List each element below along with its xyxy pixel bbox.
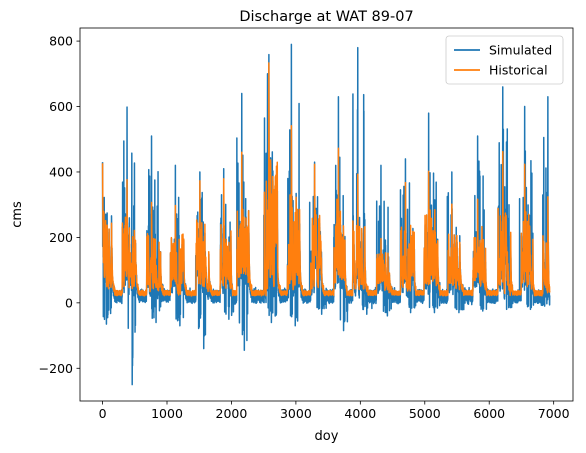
x-tick-label: 5000 — [409, 406, 441, 421]
x-tick-label: 2000 — [216, 406, 248, 421]
series-line-simulated — [101, 43, 551, 386]
y-axis-label: cms — [10, 201, 25, 228]
legend-label-historical: Historical — [489, 63, 548, 78]
x-tick-label: 1000 — [151, 406, 183, 421]
plot-area — [101, 43, 551, 386]
y-tick-label: 600 — [49, 99, 73, 114]
legend-label-simulated: Simulated — [489, 43, 552, 58]
chart-title: Discharge at WAT 89-07 — [239, 9, 413, 25]
x-tick-label: 4000 — [344, 406, 376, 421]
x-tick-label: 3000 — [280, 406, 312, 421]
y-tick-label: −200 — [39, 361, 73, 376]
axes: 0 1000 2000 3000 4000 5000 6000 7000 −200 0 200 400… — [39, 27, 574, 421]
series-line-historical — [101, 62, 551, 297]
x-tick-label: 7000 — [538, 406, 570, 421]
x-tick-label: 0 — [99, 406, 107, 421]
y-tick-label: 0 — [65, 295, 73, 310]
legend-box — [445, 35, 564, 85]
y-tick-label: 800 — [49, 34, 73, 49]
legend: Simulated Historical — [445, 35, 564, 85]
y-tick-label: 400 — [49, 164, 73, 179]
axes-frame — [79, 27, 574, 402]
x-axis-label: doy — [315, 429, 339, 444]
y-tick-label: 200 — [49, 230, 73, 245]
x-tick-label: 6000 — [473, 406, 505, 421]
